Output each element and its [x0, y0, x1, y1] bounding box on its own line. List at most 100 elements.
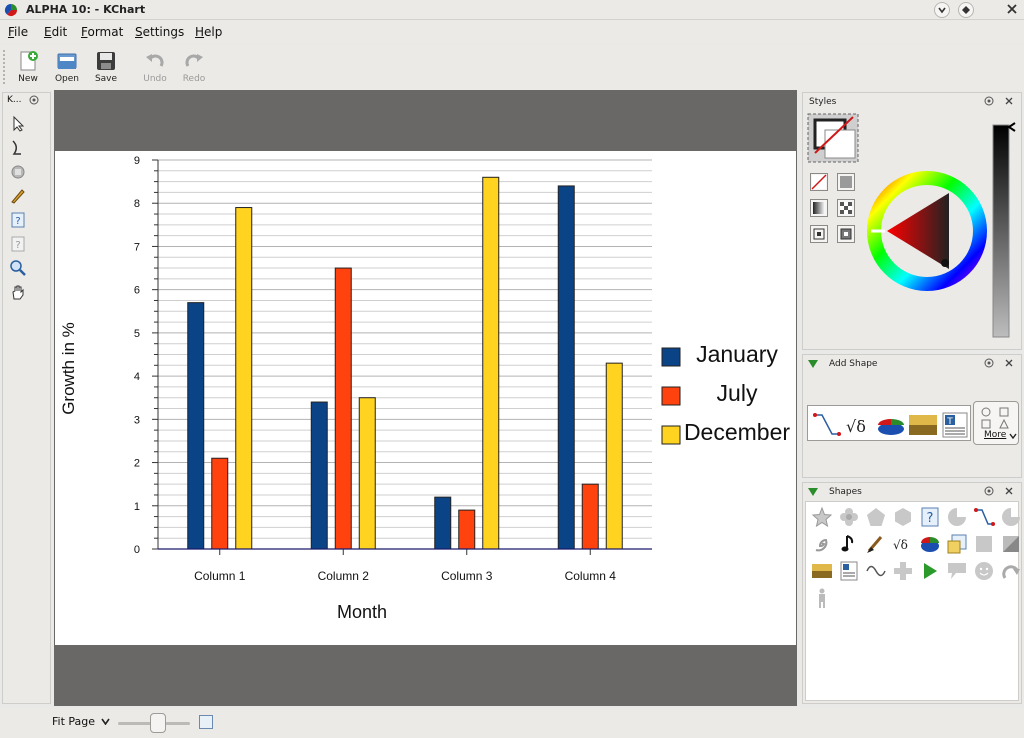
legend[interactable]: January July December [661, 341, 790, 445]
text-icon[interactable]: T [940, 412, 970, 438]
formula-icon[interactable]: √δ [844, 412, 874, 438]
help-disabled-icon[interactable]: ? [9, 235, 27, 253]
axis-layer: 0 1 2 3 4 5 6 7 8 9 Growth in % Column 1 Column 2 Col… [59, 155, 652, 622]
flower-icon[interactable] [838, 506, 860, 528]
curved-arrow-icon[interactable] [1000, 560, 1022, 582]
brush-icon[interactable] [865, 533, 887, 555]
menu-format[interactable]: Format [81, 25, 124, 39]
gradient-shape-icon[interactable] [1000, 533, 1022, 555]
maximize-button[interactable] [958, 2, 974, 18]
music-note-icon[interactable] [838, 533, 860, 555]
color-wheel[interactable] [865, 169, 989, 293]
y-tick-label: 2 [134, 458, 140, 470]
fit-page-icon[interactable] [199, 715, 213, 729]
person-icon[interactable] [811, 587, 833, 609]
rectangle-icon[interactable] [973, 533, 995, 555]
styles-close-button[interactable] [1003, 96, 1014, 107]
bar[interactable] [187, 302, 205, 550]
legend-label: January [696, 341, 778, 367]
zoom-select[interactable]: Fit Page [52, 715, 110, 728]
hexagon-icon[interactable] [892, 506, 914, 528]
document-page[interactable]: 0 1 2 3 4 5 6 7 8 9 Growth in % Column 1 Column 2 Col… [55, 151, 796, 645]
formula-icon[interactable]: √δ [892, 533, 914, 555]
new-button[interactable]: New [10, 47, 46, 87]
close-icon [1005, 487, 1012, 495]
bar[interactable] [605, 362, 623, 550]
help-tool-icon[interactable]: ? [9, 211, 27, 229]
add-shape-float-button[interactable] [983, 358, 994, 369]
arc-icon[interactable] [1000, 506, 1022, 528]
no-fill-button[interactable] [810, 173, 828, 191]
alpha-slider[interactable] [991, 121, 1017, 339]
redo-button[interactable]: Redo [176, 47, 212, 87]
menu-edit[interactable]: Edit [44, 25, 68, 39]
bar[interactable] [458, 509, 476, 550]
collapse-triangle-icon[interactable] [807, 359, 819, 369]
sine-wave-icon[interactable] [865, 560, 887, 582]
chart-icon[interactable] [876, 412, 906, 438]
pie-shape-icon[interactable] [946, 506, 968, 528]
bar-chart[interactable]: 0 1 2 3 4 5 6 7 8 9 Growth in % Column 1 Column 2 Col… [55, 151, 796, 645]
star-icon[interactable] [811, 506, 833, 528]
connection-icon[interactable] [973, 506, 995, 528]
menu-help[interactable]: Help [195, 25, 223, 39]
more-shapes-button[interactable]: More [973, 401, 1019, 445]
solid-fill-button[interactable] [837, 173, 855, 191]
bar[interactable] [482, 176, 500, 550]
chevron-down-icon [100, 718, 110, 726]
callout-icon[interactable] [946, 560, 968, 582]
bars-layer [187, 176, 623, 550]
shapes-close-button[interactable] [1003, 486, 1014, 497]
text-shape-icon[interactable] [838, 560, 860, 582]
bar[interactable] [235, 207, 253, 550]
pentagon-icon[interactable] [865, 506, 887, 528]
transform-tool-icon[interactable] [9, 163, 27, 181]
pencil-icon[interactable] [9, 187, 27, 205]
redo-label: Redo [182, 74, 206, 84]
stroke-fill-preview[interactable] [807, 113, 861, 165]
picture-icon[interactable] [908, 412, 938, 438]
styles-float-button[interactable] [983, 96, 994, 107]
toolbar-handle[interactable] [3, 50, 7, 84]
connector-icon[interactable] [812, 412, 842, 438]
gradient-icon [813, 202, 825, 214]
bar[interactable] [434, 496, 452, 550]
zoom-slider-handle[interactable] [150, 713, 166, 733]
minimize-button[interactable] [934, 2, 950, 18]
float-icon[interactable] [29, 95, 39, 105]
chart-icon[interactable] [919, 533, 941, 555]
select-arrow-icon[interactable] [9, 115, 27, 133]
fill-rule-button[interactable] [810, 225, 828, 243]
bar[interactable] [557, 185, 575, 550]
canvas-area[interactable]: 0 1 2 3 4 5 6 7 8 9 Growth in % Column 1 Column 2 Col… [54, 90, 797, 706]
open-folder-icon [57, 53, 77, 69]
shapes-float-button[interactable] [983, 486, 994, 497]
smiley-icon[interactable] [973, 560, 995, 582]
close-button[interactable] [1004, 2, 1020, 18]
picture-icon[interactable] [811, 560, 833, 582]
cross-icon[interactable] [892, 560, 914, 582]
pan-hand-icon[interactable] [9, 283, 27, 301]
collapse-triangle-icon[interactable] [807, 487, 819, 497]
question-icon[interactable]: ? [919, 506, 941, 528]
spiral-icon[interactable] [811, 533, 833, 555]
gradient-fill-button[interactable] [810, 199, 828, 217]
bar[interactable] [310, 401, 328, 550]
bar[interactable] [334, 267, 352, 550]
path-tool-icon[interactable] [9, 139, 27, 157]
bar[interactable] [358, 397, 376, 550]
menu-settings[interactable]: Settings [135, 25, 185, 39]
add-shape-close-button[interactable] [1003, 358, 1014, 369]
bar[interactable] [581, 483, 599, 550]
legend-swatch [661, 347, 681, 367]
zoom-icon[interactable] [9, 259, 27, 277]
undo-button[interactable]: Undo [137, 47, 173, 87]
pattern-fill-button[interactable] [837, 199, 855, 217]
artistic-text-icon[interactable] [946, 533, 968, 555]
even-odd-button[interactable] [837, 225, 855, 243]
open-button[interactable]: Open [49, 47, 85, 87]
save-button[interactable]: Save [88, 47, 124, 87]
play-triangle-icon[interactable] [919, 560, 941, 582]
bar[interactable] [211, 457, 229, 550]
menu-file[interactable]: File [8, 25, 29, 39]
